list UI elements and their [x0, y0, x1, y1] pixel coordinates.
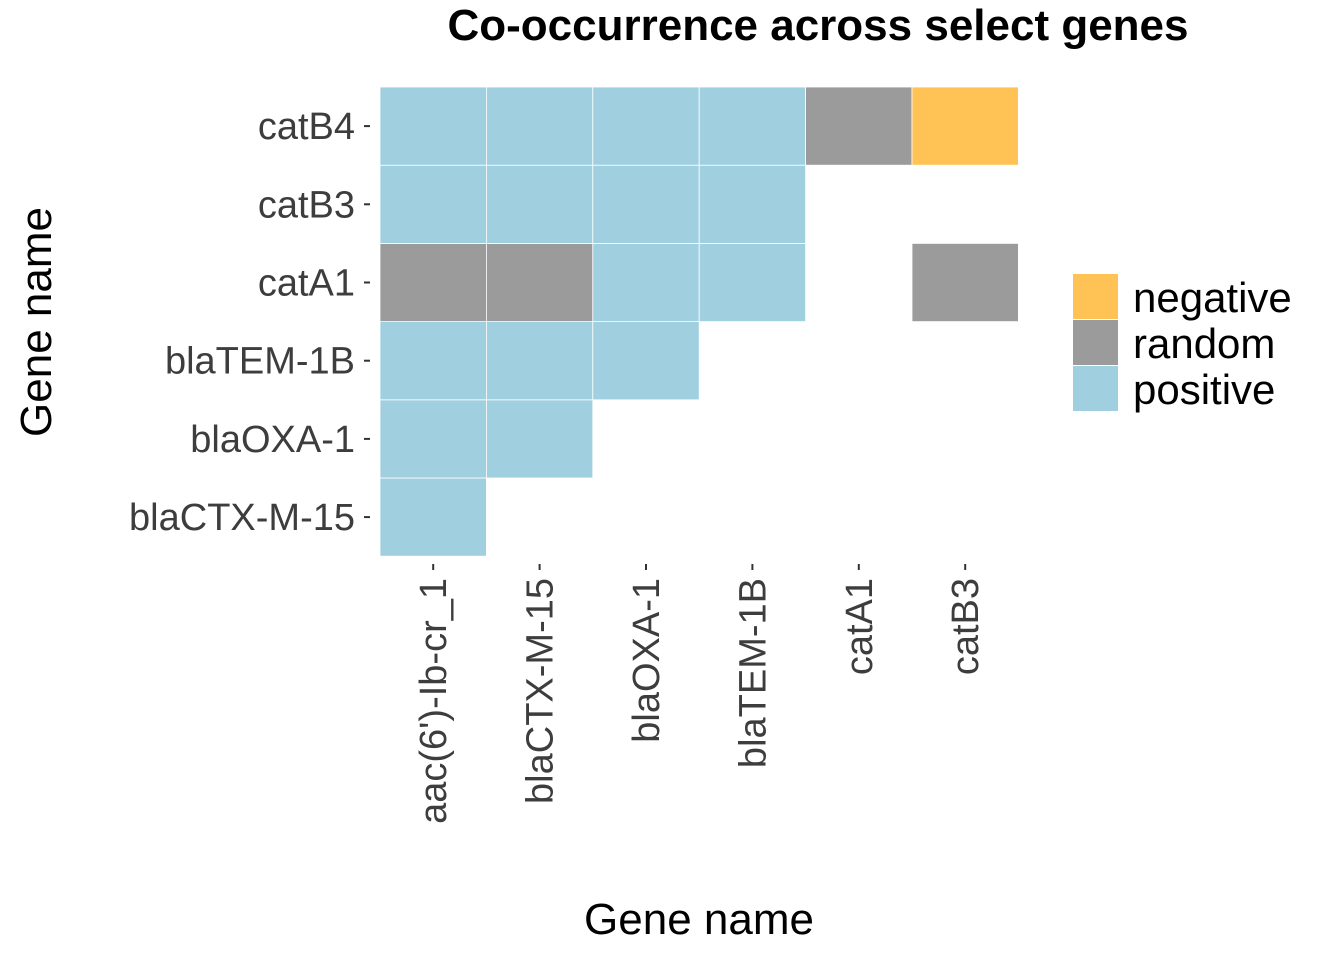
x-tick-label-blatem-1b: blaTEM-1B: [732, 578, 774, 768]
heatmap-cell-aac-6-ib-cr-1-blaoxa-1: [379, 399, 487, 479]
y-tick-label-cata1: catA1: [258, 263, 355, 305]
heatmap-cell-blactx-m-15-blaoxa-1: [485, 399, 594, 479]
y-tick-label-catb3: catB3: [258, 184, 355, 226]
x-axis: aac(6')-Ib-cr_1 blaCTX-M-15 blaOXA-1 blaTEM…: [413, 564, 987, 824]
heatmap-cell-blactx-m-15-catb4: [485, 86, 594, 166]
x-tick-label-aac-6-ib-cr-1: aac(6')-Ib-cr_1: [413, 578, 455, 824]
heatmap-cell-aac-6-ib-cr-1-catb3: [379, 164, 487, 244]
legend-label-positive: positive: [1133, 366, 1275, 413]
y-axis-title: Gene name: [12, 207, 61, 437]
heatmap-cell-blactx-m-15-catb3: [485, 164, 594, 244]
heatmap-cell-blatem-1b-catb4: [698, 86, 807, 166]
heatmap-cell-blaoxa-1-blatem-1b: [592, 321, 700, 401]
y-tick-label-blatem-1b: blaTEM-1B: [165, 341, 355, 383]
heatmap-cell-blactx-m-15-cata1: [485, 242, 594, 322]
legend-label-random: random: [1133, 320, 1275, 367]
x-axis-title: Gene name: [584, 895, 814, 944]
x-tick-label-blaoxa-1: blaOXA-1: [626, 578, 668, 743]
heatmap-cell-blatem-1b-cata1: [698, 242, 807, 322]
heatmap-cell-aac-6-ib-cr-1-cata1: [379, 242, 487, 322]
heatmap-cell-cata1-catb4: [805, 86, 913, 166]
heatmap-cell-blaoxa-1-cata1: [592, 242, 700, 322]
heatmap-cell-blactx-m-15-blatem-1b: [485, 321, 594, 401]
heatmap-cell-catb3-cata1: [911, 242, 1019, 322]
legend-label-negative: negative: [1133, 274, 1292, 321]
heatmap-cell-aac-6-ib-cr-1-catb4: [379, 86, 487, 166]
heatmap-cell-blatem-1b-catb3: [698, 164, 807, 244]
chart-title: Co-occurrence across select genes: [447, 1, 1188, 50]
legend-swatch-negative: [1073, 274, 1118, 319]
x-tick-label-catb3: catB3: [945, 578, 987, 675]
heatmap-cells: [379, 86, 1019, 557]
x-tick-label-cata1: catA1: [839, 578, 881, 675]
heatmap-cell-catb3-catb4: [911, 86, 1019, 166]
heatmap-cell-aac-6-ib-cr-1-blatem-1b: [379, 321, 487, 401]
y-tick-label-blaoxa-1: blaOXA-1: [190, 419, 355, 461]
y-tick-label-blactx-m-15: blaCTX-M-15: [129, 497, 355, 539]
legend-swatch-random: [1073, 320, 1118, 365]
heatmap-cell-blaoxa-1-catb3: [592, 164, 700, 244]
heatmap-cell-aac-6-ib-cr-1-blactx-m-15: [379, 477, 487, 557]
heatmap-cell-blaoxa-1-catb4: [592, 86, 700, 166]
x-tick-label-blactx-m-15: blaCTX-M-15: [520, 578, 562, 804]
legend-swatch-positive: [1073, 366, 1118, 411]
y-tick-label-catb4: catB4: [258, 106, 355, 148]
y-axis: blaCTX-M-15 blaOXA-1 blaTEM-1B catA1 catB3 ca…: [129, 106, 370, 539]
